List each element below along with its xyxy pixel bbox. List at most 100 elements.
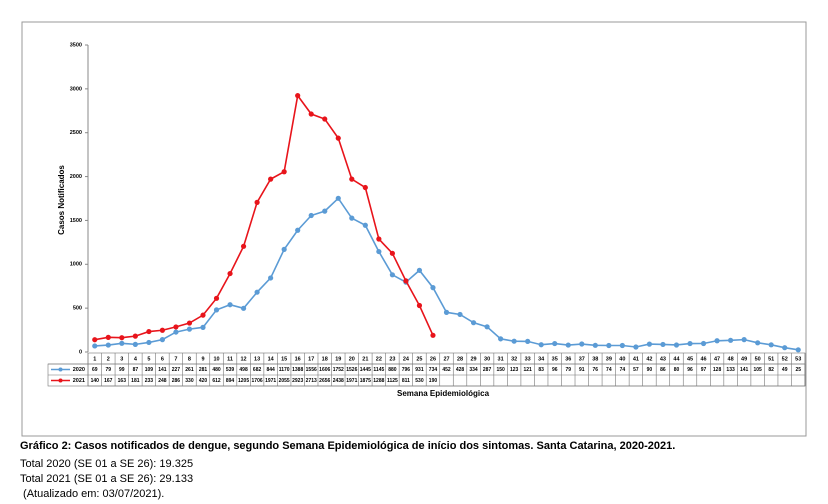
- marker: [173, 324, 179, 330]
- table-value: 2923: [292, 378, 303, 384]
- marker: [592, 342, 598, 348]
- marker: [146, 328, 152, 335]
- table-value: 330: [185, 378, 194, 384]
- marker: [213, 307, 220, 313]
- table-value: 83: [538, 367, 544, 373]
- x-tick-label: 20: [349, 356, 355, 362]
- table-value: 334: [469, 367, 478, 373]
- y-tick-label: 2000: [70, 174, 82, 180]
- marker: [132, 333, 138, 339]
- table-value: 1288: [373, 378, 384, 384]
- marker: [254, 199, 260, 205]
- marker: [687, 340, 693, 347]
- table-value: 163: [118, 378, 127, 384]
- table-value: 123: [510, 367, 519, 373]
- x-tick-label: 21: [362, 356, 368, 362]
- marker: [565, 342, 571, 348]
- marker: [755, 340, 761, 346]
- marker: [416, 267, 423, 273]
- x-tick-label: 31: [498, 356, 504, 362]
- table-value: 1752: [333, 367, 344, 373]
- table-value: 1170: [279, 367, 290, 373]
- x-tick-label: 30: [484, 356, 490, 362]
- marker: [511, 338, 517, 344]
- x-tick-label: 12: [241, 356, 247, 362]
- marker: [146, 339, 152, 346]
- marker: [376, 248, 382, 255]
- table-value: 2055: [279, 378, 290, 384]
- table-value: 498: [239, 367, 248, 373]
- legend-marker: [58, 378, 63, 383]
- table-value: 133: [726, 367, 735, 373]
- marker: [552, 340, 558, 347]
- marker: [362, 222, 368, 228]
- marker: [782, 345, 788, 351]
- marker: [606, 342, 612, 349]
- marker: [159, 337, 166, 343]
- x-tick-label: 47: [714, 356, 720, 362]
- table-value: 69: [92, 367, 98, 373]
- marker: [105, 342, 111, 348]
- series-line: [94, 93, 434, 341]
- marker: [349, 215, 355, 221]
- table-value: 99: [119, 367, 125, 373]
- x-tick-label: 19: [335, 356, 341, 362]
- table-value: 1125: [387, 378, 398, 384]
- legend-marker: [58, 367, 63, 372]
- table-value: 181: [131, 378, 140, 384]
- table-value: 2656: [319, 378, 330, 384]
- table-value: 811: [402, 378, 410, 384]
- x-tick-label: 8: [188, 356, 191, 362]
- marker: [295, 93, 301, 99]
- table-value: 880: [388, 367, 397, 373]
- table-value: 233: [145, 378, 154, 384]
- x-tick-label: 44: [673, 356, 680, 362]
- table-value: 1526: [346, 367, 357, 373]
- chart-frame: [21, 21, 807, 437]
- marker: [105, 334, 111, 340]
- table-value: 128: [713, 367, 722, 373]
- marker: [619, 342, 625, 349]
- marker: [389, 250, 395, 256]
- marker: [389, 272, 395, 278]
- marker: [308, 212, 314, 219]
- table-value: 57: [633, 367, 639, 373]
- marker: [186, 326, 193, 332]
- x-tick-label: 27: [443, 356, 449, 362]
- x-tick-label: 16: [295, 356, 301, 362]
- marker: [673, 342, 680, 348]
- table-value: 80: [674, 367, 680, 373]
- table-value: 86: [660, 367, 666, 373]
- x-tick-label: 3: [120, 356, 123, 362]
- table-value: 1706: [252, 378, 263, 384]
- marker: [92, 337, 98, 343]
- x-tick-label: 35: [552, 356, 558, 362]
- x-tick-label: 17: [308, 356, 314, 362]
- table-value: 2438: [333, 378, 344, 384]
- y-tick-label: 1000: [70, 262, 82, 268]
- marker: [200, 312, 206, 318]
- table-value: 734: [429, 367, 438, 373]
- x-tick-label: 40: [619, 356, 625, 362]
- table-value: 539: [226, 367, 235, 373]
- x-tick-label: 43: [660, 356, 666, 362]
- marker: [376, 236, 382, 242]
- x-tick-label: 18: [322, 356, 328, 362]
- table-value: 1971: [265, 378, 276, 384]
- marker: [633, 344, 639, 350]
- x-tick-label: 26: [430, 356, 436, 362]
- table-value: 141: [740, 367, 749, 373]
- marker: [281, 169, 287, 175]
- marker: [92, 343, 98, 349]
- marker: [700, 340, 707, 347]
- marker: [498, 336, 504, 342]
- marker: [660, 341, 666, 348]
- table-value: 96: [552, 367, 558, 373]
- marker: [525, 338, 531, 344]
- x-tick-label: 5: [147, 356, 150, 362]
- x-tick-label: 1: [93, 356, 96, 362]
- marker: [173, 329, 179, 335]
- table-value: 105: [753, 367, 762, 373]
- marker: [538, 342, 544, 348]
- table-value: 248: [158, 378, 167, 384]
